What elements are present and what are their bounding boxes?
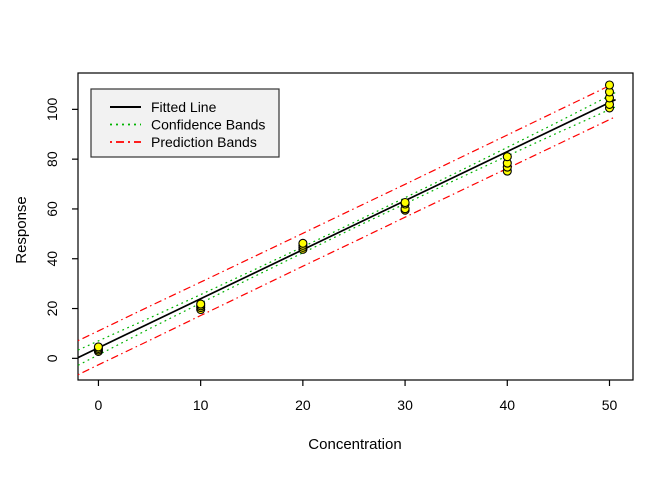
legend-box (90, 88, 280, 158)
data-point (502, 152, 512, 162)
fitted-line (77, 98, 616, 359)
fitted-line-group (77, 98, 616, 359)
x-tick-label: 20 (295, 397, 311, 413)
legend-item-label: Prediction Bands (151, 134, 257, 150)
plot-box (77, 72, 634, 381)
x-axis-title: Concentration (308, 436, 401, 453)
y-tick-label: 20 (44, 301, 60, 317)
x-tick-label: 50 (602, 397, 618, 413)
legend-item-label: Fitted Line (151, 99, 217, 115)
confidence-bands-upper (77, 91, 616, 351)
bands-group (77, 82, 616, 376)
x-tick-label: 30 (397, 397, 413, 413)
y-tick-label: 0 (44, 354, 60, 362)
confidence-bands-lower (77, 106, 616, 366)
y-tick-label: 40 (44, 251, 60, 267)
y-axis-title: Response (13, 196, 30, 264)
data-point (196, 299, 206, 309)
x-tick-label: 40 (499, 397, 515, 413)
scatter-points-group (93, 80, 615, 356)
data-point (400, 197, 410, 208)
data-point (93, 342, 103, 352)
y-tick-label: 60 (44, 201, 60, 217)
legend-item-label: Confidence Bands (151, 117, 265, 133)
data-point (604, 80, 615, 90)
y-tick-label: 80 (44, 151, 60, 167)
data-point (298, 238, 308, 248)
x-tick-label: 0 (95, 397, 103, 413)
y-tick-label: 100 (44, 97, 60, 121)
x-tick-label: 10 (193, 397, 209, 413)
axes-group: 0 10 20 30 40 50 0 20 40 60 80 100 (44, 97, 617, 413)
plot-box-group (77, 72, 634, 381)
